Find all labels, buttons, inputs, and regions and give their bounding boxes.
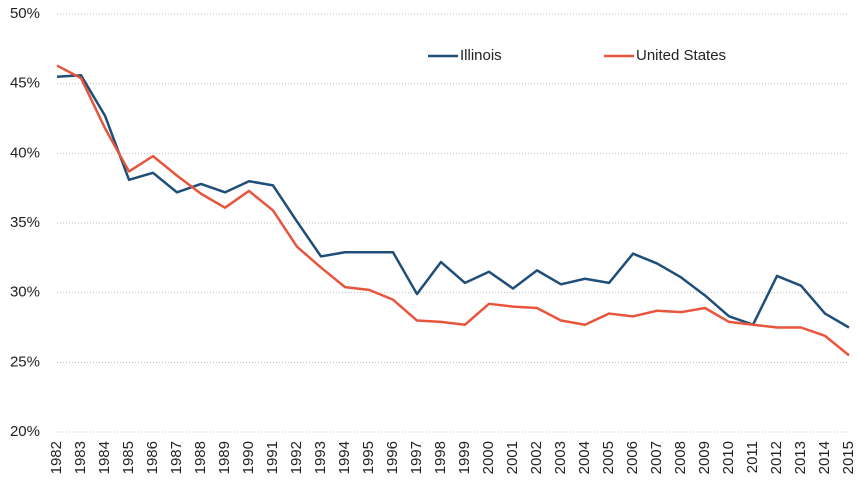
y-tick-label: 45% — [10, 75, 40, 92]
x-tick-label: 1988 — [192, 441, 209, 474]
y-tick-label: 30% — [10, 284, 40, 301]
x-tick-label: 2002 — [528, 441, 545, 474]
x-tick-label: 2008 — [672, 441, 689, 474]
x-tick-label: 2015 — [840, 441, 857, 474]
y-tick-label: 50% — [10, 5, 40, 22]
y-tick-label: 25% — [10, 353, 40, 370]
x-tick-label: 2004 — [576, 441, 593, 474]
x-tick-label: 1986 — [144, 441, 161, 474]
x-tick-label: 2013 — [792, 441, 809, 474]
x-tick-label: 1997 — [408, 441, 425, 474]
x-tick-label: 1984 — [96, 441, 113, 474]
x-tick-label: 1990 — [240, 441, 257, 474]
x-tick-label: 2007 — [648, 441, 665, 474]
x-tick-label: 2001 — [504, 441, 521, 474]
x-tick-label: 2003 — [552, 441, 569, 474]
series-line — [56, 74, 850, 329]
x-tick-label: 2014 — [816, 441, 833, 474]
x-tick-label: 2009 — [696, 441, 713, 474]
x-tick-label: 1992 — [288, 441, 305, 474]
x-tick-label: 1987 — [168, 441, 185, 474]
x-tick-label: 1995 — [360, 441, 377, 474]
x-tick-label: 1994 — [336, 441, 353, 474]
x-tick-label: 1993 — [312, 441, 329, 474]
x-tick-label: 2006 — [624, 441, 641, 474]
x-tick-label: 1982 — [48, 441, 65, 474]
x-tick-label: 2000 — [480, 441, 497, 474]
x-tick-label: 2010 — [720, 441, 737, 474]
x-tick-label: 1989 — [216, 441, 233, 474]
x-tick-label: 1998 — [432, 441, 449, 474]
y-tick-label: 40% — [10, 144, 40, 161]
y-tick-label: 35% — [10, 214, 40, 231]
x-tick-label: 2012 — [768, 441, 785, 474]
x-tick-label: 1985 — [120, 441, 137, 474]
x-tick-label: 1999 — [456, 441, 473, 474]
y-tick-label: 20% — [10, 423, 40, 440]
x-tick-label: 1991 — [264, 441, 281, 474]
x-tick-label: 2005 — [600, 441, 617, 474]
x-tick-label: 1996 — [384, 441, 401, 474]
x-tick-label: 1983 — [72, 441, 89, 474]
x-tick-label: 2011 — [744, 441, 761, 473]
legend-label: United States — [636, 47, 726, 64]
legend-label: Illinois — [460, 47, 502, 64]
series-line — [56, 64, 850, 357]
